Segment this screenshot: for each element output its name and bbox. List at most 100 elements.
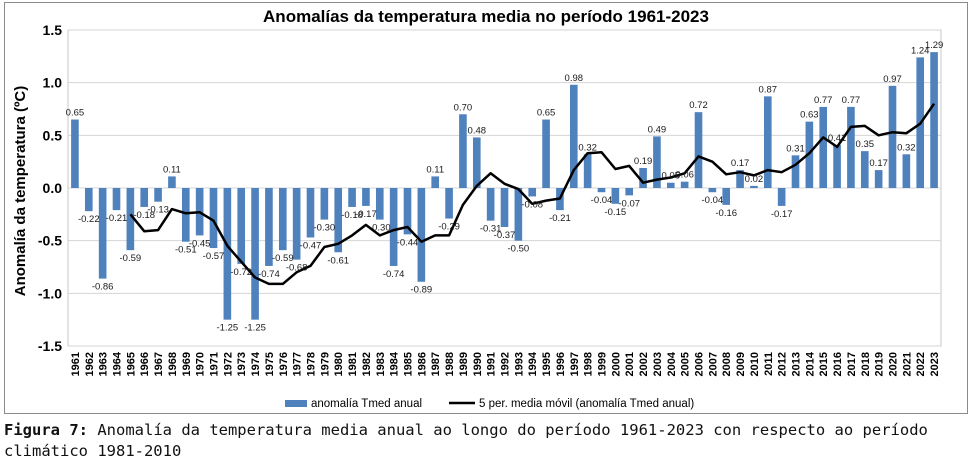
x-tick-label: 1963 xyxy=(98,352,110,376)
bar-value-label: 0.31 xyxy=(786,143,805,154)
bar-value-label: 0.49 xyxy=(648,124,667,135)
bar xyxy=(833,144,841,188)
bar-value-label: -0.21 xyxy=(106,213,128,224)
bar xyxy=(389,188,398,266)
caption-label: Figura 7: xyxy=(4,421,88,439)
x-tick-label: 1964 xyxy=(112,351,124,376)
x-tick-label: 1996 xyxy=(555,352,567,376)
x-tick-label: 1973 xyxy=(236,352,248,376)
bar xyxy=(486,188,495,221)
bar xyxy=(874,170,883,188)
x-tick-label: 1984 xyxy=(389,351,401,376)
x-tick-label: 1972 xyxy=(222,352,234,376)
bar-value-label: 0.87 xyxy=(759,84,778,95)
bar-value-label: -0.08 xyxy=(521,199,543,210)
bar xyxy=(223,188,232,320)
bar xyxy=(722,188,731,205)
y-tick-label: 0.0 xyxy=(43,180,63,196)
bar-value-label: 0.35 xyxy=(856,139,875,150)
bar xyxy=(860,151,869,188)
x-tick-label: 2012 xyxy=(777,352,789,376)
y-tick-label: -0.5 xyxy=(38,233,62,249)
x-tick-label: 2006 xyxy=(694,352,706,376)
bar xyxy=(694,112,703,188)
bar xyxy=(320,188,329,220)
bar xyxy=(625,188,634,196)
x-tick-label: 1991 xyxy=(486,352,498,376)
bar-value-label: -0.17 xyxy=(771,209,793,220)
bar-value-labels: 0.65-0.22-0.86-0.21-0.59-0.18-0.130.11-0… xyxy=(66,40,944,334)
caption-text: Anomalía da temperatura media anual ao l… xyxy=(4,421,928,460)
bar xyxy=(542,119,550,188)
bar xyxy=(181,188,190,242)
bar-value-label: 0.02 xyxy=(745,174,764,185)
bar xyxy=(112,188,121,211)
bar-value-label: 0.11 xyxy=(163,164,181,175)
moving-average-line xyxy=(129,102,936,286)
bar-value-label: 0.17 xyxy=(869,158,888,169)
bar-value-label: 0.98 xyxy=(565,73,584,84)
legend-bar-label: anomalía Tmed anual xyxy=(311,398,422,410)
x-tick-label: 1962 xyxy=(84,352,96,376)
bar-value-label: 0.32 xyxy=(578,142,597,153)
x-tick-label: 1990 xyxy=(472,352,484,376)
bar xyxy=(278,188,287,251)
bar xyxy=(251,188,259,320)
x-tick-label: 1994 xyxy=(527,351,539,376)
x-tick-label: 1965 xyxy=(125,352,137,376)
bar-value-label: 0.19 xyxy=(634,156,653,167)
y-axis-label: Anomalía da temperatura (ºC) xyxy=(12,86,29,297)
bar-value-label: -0.74 xyxy=(383,269,405,280)
y-tick-label: -1.0 xyxy=(38,285,62,301)
x-tick-label: 1986 xyxy=(416,352,428,376)
bar xyxy=(168,176,176,188)
bar-value-label: 0.06 xyxy=(675,170,694,181)
x-tick-label: 1983 xyxy=(375,352,387,376)
bar xyxy=(126,188,135,251)
bar-value-label: -0.17 xyxy=(355,209,377,220)
bar xyxy=(334,188,343,253)
bar xyxy=(902,154,911,188)
bar xyxy=(639,167,647,188)
legend-line-label: 5 per. media móvil (anomalía Tmed anual) xyxy=(479,398,694,410)
bar xyxy=(459,114,467,188)
bar-value-label: -0.57 xyxy=(203,251,225,262)
bar-value-label: -0.68 xyxy=(286,263,308,274)
x-tick-label: 1974 xyxy=(250,351,262,376)
bar xyxy=(445,188,453,219)
bar xyxy=(417,188,426,282)
bar-value-label: -0.47 xyxy=(300,241,322,252)
x-tick-label: 1988 xyxy=(444,352,456,376)
x-tick-label: 1993 xyxy=(513,352,525,376)
x-tick-label: 2011 xyxy=(763,352,775,376)
bar xyxy=(375,188,384,220)
bar xyxy=(888,85,897,188)
bar-value-label: -0.74 xyxy=(258,269,280,280)
bar-value-label: -0.30 xyxy=(314,223,336,234)
x-tick-label: 2019 xyxy=(874,352,886,376)
bar xyxy=(431,176,440,188)
bar xyxy=(653,136,661,188)
x-tick-label: 2009 xyxy=(735,352,747,376)
temperature-anomaly-chart: Anomalías da temperatura media no períod… xyxy=(12,7,944,410)
bar xyxy=(500,188,509,227)
y-tick-label: -1.5 xyxy=(38,338,62,354)
x-tick-label: 2000 xyxy=(610,352,622,376)
bar-value-label: 0.48 xyxy=(468,125,487,136)
bar-value-label: 0.41 xyxy=(828,133,847,144)
bar-value-label: 0.32 xyxy=(897,142,916,153)
bar-value-label: -1.25 xyxy=(217,323,239,334)
bar-value-label: 0.65 xyxy=(66,108,85,119)
legend: anomalía Tmed anual 5 per. media móvil (… xyxy=(285,398,694,410)
x-tick-label: 1999 xyxy=(597,352,609,376)
bar xyxy=(472,137,481,188)
chart-title: Anomalías da temperatura media no períod… xyxy=(263,7,709,26)
bar-value-label: -0.51 xyxy=(175,245,197,256)
y-tick-label: 0.5 xyxy=(43,127,63,143)
bar-value-label: 0.63 xyxy=(800,110,819,121)
x-tick-label: 1989 xyxy=(458,352,470,376)
x-tick-label: 2008 xyxy=(721,352,733,376)
bar-value-label: 0.70 xyxy=(454,102,473,113)
bar-value-label: -1.25 xyxy=(244,323,266,334)
bar xyxy=(209,188,218,249)
